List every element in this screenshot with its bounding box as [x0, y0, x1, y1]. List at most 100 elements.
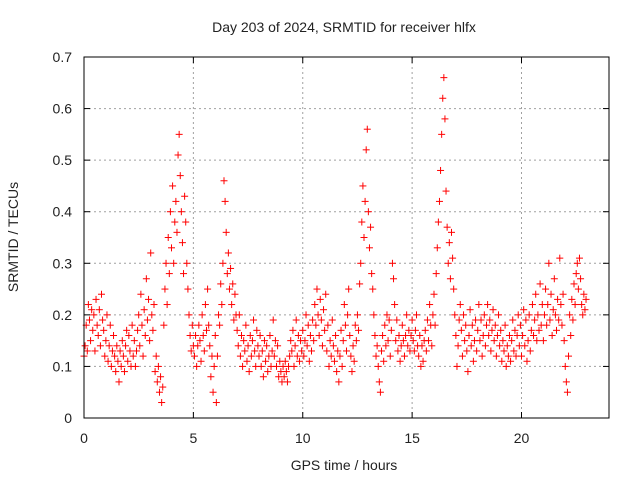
- data-point: [527, 326, 535, 334]
- data-point: [422, 347, 430, 355]
- data-point: [270, 352, 278, 360]
- data-point: [313, 285, 321, 293]
- data-point: [150, 301, 158, 309]
- data-point: [524, 337, 532, 345]
- data-point: [184, 285, 192, 293]
- data-point: [348, 368, 356, 376]
- data-point: [496, 342, 504, 350]
- data-point: [166, 208, 174, 216]
- data-point: [335, 378, 343, 386]
- data-point: [346, 331, 354, 339]
- data-point: [540, 311, 548, 319]
- data-point: [151, 368, 159, 376]
- data-point: [400, 352, 408, 360]
- data-point: [149, 326, 157, 334]
- data-point: [160, 321, 168, 329]
- data-point: [321, 326, 329, 334]
- data-point: [495, 311, 503, 319]
- data-point: [192, 331, 200, 339]
- data-point: [227, 264, 235, 272]
- data-point: [242, 321, 250, 329]
- data-point: [520, 306, 528, 314]
- data-point: [302, 311, 310, 319]
- data-point: [568, 295, 576, 303]
- x-tick-label: 20: [514, 430, 530, 446]
- data-point: [403, 311, 411, 319]
- data-point: [489, 306, 497, 314]
- data-point: [487, 347, 495, 355]
- data-point: [574, 285, 582, 293]
- data-point: [486, 316, 494, 324]
- data-point: [280, 373, 288, 381]
- data-point: [213, 352, 221, 360]
- data-point: [239, 362, 247, 370]
- data-point: [140, 306, 148, 314]
- data-point: [188, 321, 196, 329]
- data-point: [244, 342, 252, 350]
- data-point: [158, 399, 166, 407]
- data-point: [549, 306, 557, 314]
- y-tick-label: 0.3: [53, 255, 73, 271]
- data-point: [367, 223, 375, 231]
- data-point: [236, 352, 244, 360]
- data-point: [500, 347, 508, 355]
- data-point: [554, 295, 562, 303]
- data-point: [120, 368, 128, 376]
- data-point: [204, 285, 212, 293]
- data-point: [247, 352, 255, 360]
- data-point: [434, 218, 442, 226]
- data-point: [439, 94, 447, 102]
- data-point: [565, 352, 573, 360]
- data-point: [480, 311, 488, 319]
- data-point: [134, 326, 142, 334]
- data-point: [481, 342, 489, 350]
- data-point: [174, 151, 182, 159]
- data-point: [198, 311, 206, 319]
- data-point: [357, 259, 365, 267]
- data-point: [290, 362, 298, 370]
- data-point: [473, 347, 481, 355]
- data-point: [293, 352, 301, 360]
- data-point: [256, 331, 264, 339]
- data-point: [343, 347, 350, 355]
- data-point: [84, 301, 92, 309]
- data-point: [288, 347, 296, 355]
- data-point: [292, 316, 300, 324]
- data-point: [462, 321, 470, 329]
- data-point: [505, 331, 513, 339]
- data-point: [399, 337, 407, 345]
- data-point: [528, 301, 536, 309]
- data-point: [153, 378, 161, 386]
- y-tick-label: 0.5: [53, 152, 73, 168]
- data-point: [301, 337, 309, 345]
- data-point: [535, 326, 543, 334]
- data-point: [222, 228, 230, 236]
- data-point: [421, 326, 429, 334]
- data-point: [484, 301, 492, 309]
- data-point: [119, 352, 127, 360]
- data-point: [381, 321, 389, 329]
- data-point: [497, 326, 505, 334]
- data-point: [108, 347, 116, 355]
- data-point: [182, 218, 190, 226]
- data-point: [300, 352, 308, 360]
- data-point: [440, 74, 448, 82]
- data-point: [435, 197, 443, 205]
- data-point: [378, 347, 385, 355]
- data-point: [178, 239, 186, 247]
- data-point: [374, 362, 382, 370]
- data-point: [408, 316, 416, 324]
- data-point: [430, 290, 438, 298]
- data-point: [92, 295, 100, 303]
- data-point: [194, 342, 202, 350]
- data-point: [558, 321, 566, 329]
- data-point: [438, 130, 446, 138]
- data-point: [95, 306, 103, 314]
- data-point: [268, 347, 276, 355]
- data-point: [165, 270, 173, 278]
- data-point: [241, 347, 249, 355]
- data-point: [580, 290, 588, 298]
- data-point: [312, 321, 320, 329]
- data-point: [206, 342, 214, 350]
- data-point: [376, 388, 384, 396]
